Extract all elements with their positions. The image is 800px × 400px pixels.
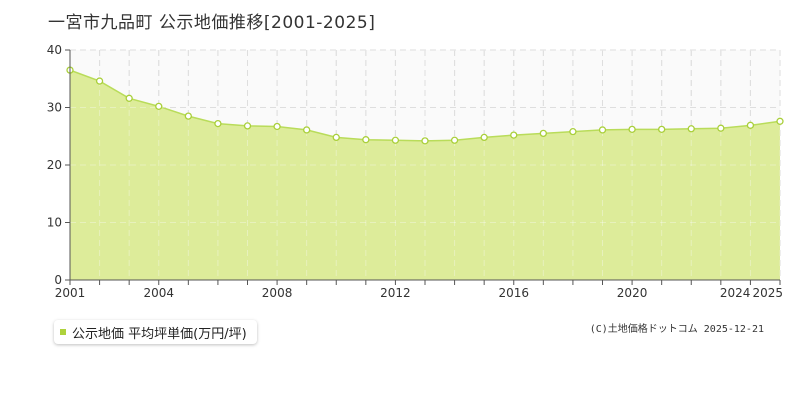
- area-fill: [70, 70, 780, 280]
- data-point: [776, 117, 784, 125]
- x-tick-label: 2004: [143, 286, 174, 300]
- y-tick-label: 20: [47, 158, 62, 172]
- data-point: [480, 133, 488, 142]
- axes: [65, 49, 781, 285]
- copyright: (C)土地価格ドットコム 2025-12-21: [589, 324, 764, 335]
- data-point: [628, 125, 636, 134]
- x-tick-label: 2012: [380, 286, 411, 300]
- legend-swatch: [60, 329, 66, 335]
- data-point: [332, 133, 340, 142]
- data-point: [95, 77, 104, 85]
- data-point: [125, 94, 133, 102]
- x-tick-label: 2020: [617, 286, 648, 300]
- y-tick-label: 40: [47, 43, 62, 57]
- data-point: [539, 129, 547, 138]
- data-point: [214, 119, 222, 128]
- x-tick-label: 2025: [752, 286, 783, 300]
- x-tick-label: 2008: [262, 286, 293, 300]
- data-point: [569, 127, 577, 136]
- legend-label: 公示地価 平均坪単価(万円/坪): [72, 326, 247, 342]
- data-point: [450, 136, 459, 144]
- data-point: [273, 122, 281, 131]
- data-point: [687, 125, 695, 133]
- y-tick-label: 30: [47, 101, 62, 115]
- data-point: [362, 136, 370, 144]
- y-tick-labels: 0 10 20 30 40: [47, 43, 62, 287]
- data-point: [391, 136, 400, 144]
- data-point: [243, 122, 252, 130]
- chart-title: 一宮市九品町 公示地価推移[2001-2025]: [48, 13, 376, 33]
- x-tick-label: 2001: [55, 286, 86, 300]
- data-point: [184, 112, 192, 120]
- data-point: [717, 124, 725, 132]
- x-tick-labels: 2001 2004 2008 2012 2016 2020 2024 2025: [55, 286, 783, 300]
- data-point: [421, 137, 429, 145]
- data-point: [746, 121, 755, 129]
- data-point: [598, 126, 607, 134]
- data-point: [303, 126, 311, 134]
- data-point: [658, 125, 666, 134]
- y-tick-label: 10: [47, 216, 62, 230]
- data-point: [510, 131, 518, 139]
- x-tick-label: 2024: [720, 286, 751, 300]
- y-tick-label: 0: [54, 273, 62, 287]
- data-point: [155, 102, 163, 110]
- x-tick-label: 2016: [498, 286, 529, 300]
- legend: 公示地価 平均坪単価(万円/坪): [54, 320, 257, 344]
